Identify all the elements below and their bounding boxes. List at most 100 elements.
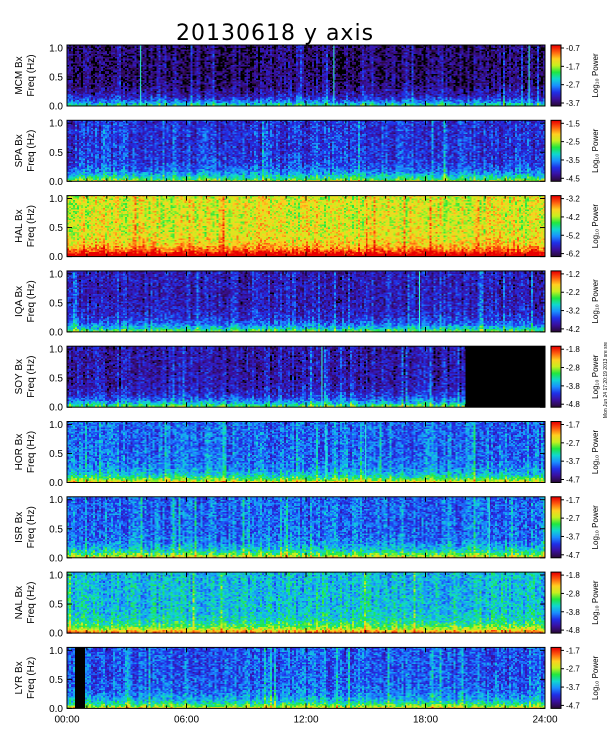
x-tick-label: 24:00: [532, 714, 557, 725]
spectrogram-panel: 0.0 0.5 1.0 LYR Bx Freq (Hz) -1.7 -2.7 -3.7 -4.7…: [14, 646, 600, 715]
colorbar-tick-label: -3.7: [566, 683, 580, 692]
colorbar-tick-label: -1.2: [566, 270, 580, 279]
colorbar-tick-label: -4.7: [566, 476, 580, 485]
spectrogram-image: [67, 270, 545, 332]
y-tick-label: 0.5: [49, 223, 63, 234]
colorbar-tick-label: -1.7: [566, 496, 580, 505]
y-tick-label: 0.5: [49, 449, 63, 460]
x-tick-label: 12:00: [293, 714, 318, 725]
y-axis-label: Freq (Hz): [26, 506, 37, 548]
spectrogram-panel: 0.0 0.5 1.0 MCM Bx Freq (Hz) -0.7 -1.7 -2.7 -3.7…: [14, 43, 600, 112]
station-label: ISR Bx: [14, 512, 25, 543]
spectrogram-panel: 0.0 0.5 1.0 IQA Bx Freq (Hz) -1.2 -2.2 -3.2 -4.2…: [14, 269, 600, 338]
spectrogram-image: [67, 496, 545, 558]
colorbar-tick-label: -1.8: [566, 571, 580, 580]
colorbar: [551, 270, 561, 332]
colorbar-tick-label: -5.2: [566, 231, 580, 240]
x-tick-label: 18:00: [413, 714, 438, 725]
spectrogram-image: [67, 346, 545, 408]
spectrogram-image: [67, 120, 545, 182]
station-label: IQA Bx: [14, 286, 25, 317]
y-tick-label: 0.0: [49, 252, 63, 263]
y-tick-label: 0.5: [49, 675, 63, 686]
colorbar-tick-label: -3.5: [566, 156, 580, 165]
y-tick-label: 0.0: [49, 704, 63, 715]
y-tick-label: 0.0: [49, 629, 63, 640]
y-axis-label: Freq (Hz): [26, 431, 37, 473]
colorbar-tick-label: -1.7: [566, 421, 580, 430]
colorbar-tick-label: -3.7: [566, 532, 580, 541]
colorbar-tick-label: -3.2: [566, 195, 580, 204]
colorbar-label: Log₁₀ Power: [591, 655, 600, 700]
colorbar-tick-label: -3.7: [566, 457, 580, 466]
y-axis-label: Freq (Hz): [26, 54, 37, 96]
colorbar: [551, 195, 561, 257]
y-tick-label: 0.0: [49, 327, 63, 338]
x-tick-label: 06:00: [174, 714, 199, 725]
y-tick-label: 0.5: [49, 148, 63, 159]
spectrogram-image: [67, 572, 545, 634]
colorbar-tick-label: -0.7: [566, 44, 580, 53]
colorbar-label: Log₁₀ Power: [591, 279, 600, 324]
colorbar-frame: [550, 496, 562, 559]
colorbar-tick-label: -2.8: [566, 364, 580, 373]
y-tick-label: 0.0: [49, 553, 63, 564]
colorbar-label: Log₁₀ Power: [591, 430, 600, 475]
spectrogram-panel: 0.0 0.5 1.0 HOR Bx Freq (Hz) -1.7 -2.7 -3.7 -4.7…: [14, 420, 600, 489]
colorbar-frame: [550, 119, 562, 182]
y-tick-label: 0.0: [49, 478, 63, 489]
y-tick-label: 1.0: [49, 646, 63, 657]
y-tick-label: 0.0: [49, 102, 63, 113]
y-tick-label: 1.0: [49, 420, 63, 431]
colorbar-tick-label: -1.8: [566, 345, 580, 354]
y-tick-label: 0.5: [49, 524, 63, 535]
colorbar-label: Log₁₀ Power: [591, 128, 600, 173]
spectrogram-panel: 0.0 0.5 1.0 NAL Bx Freq (Hz) -1.8 -2.8 -3.8 -4.8…: [14, 571, 600, 640]
colorbar: [551, 45, 561, 106]
y-tick-label: 0.5: [49, 600, 63, 611]
colorbar-tick-label: -1.5: [566, 119, 580, 128]
y-tick-label: 1.0: [49, 119, 63, 130]
colorbar-tick-label: -2.8: [566, 589, 580, 598]
station-label: NAL Bx: [14, 586, 25, 620]
colorbar: [551, 421, 561, 483]
spectrogram-panel: 0.0 0.5 1.0 HAL Bx Freq (Hz) -3.2 -4.2 -5.2 -6.2…: [14, 194, 600, 263]
chart-title: 20130618 y axis: [176, 21, 374, 46]
spectrogram-image: [67, 421, 545, 483]
y-tick-label: 0.0: [49, 403, 63, 414]
colorbar-tick-label: -3.2: [566, 307, 580, 316]
colorbar: [551, 647, 561, 709]
y-axis-label: Freq (Hz): [26, 130, 37, 172]
colorbar-tick-label: -4.2: [566, 213, 580, 222]
colorbar-tick-label: -1.7: [566, 646, 580, 655]
colorbar: [551, 572, 561, 634]
colorbar-frame: [550, 421, 562, 483]
colorbar-frame: [550, 270, 562, 333]
y-axis-label: Freq (Hz): [26, 581, 37, 623]
y-axis-label: Freq (Hz): [26, 205, 37, 247]
colorbar-tick-label: -2.7: [566, 81, 580, 90]
colorbar-tick-label: -4.5: [566, 174, 580, 183]
colorbar: [551, 120, 561, 182]
colorbar-tick-label: -4.7: [566, 551, 580, 560]
colorbar-label: Log₁₀ Power: [591, 53, 600, 98]
station-label: LYR Bx: [14, 661, 25, 694]
colorbar-tick-label: -2.7: [566, 665, 580, 674]
spectrogram-image: [67, 647, 545, 709]
station-label: SOY Bx: [14, 359, 25, 394]
colorbar-tick-label: -4.7: [566, 701, 580, 710]
colorbar-label: Log₁₀ Power: [591, 354, 600, 399]
colorbar-label: Log₁₀ Power: [591, 204, 600, 249]
y-tick-label: 1.0: [49, 495, 63, 506]
y-axis-label: Freq (Hz): [26, 356, 37, 398]
y-axis-label: Freq (Hz): [26, 657, 37, 699]
colorbar-frame: [550, 646, 562, 709]
x-tick-label: 00:00: [54, 714, 79, 725]
spectrogram-image: [67, 45, 545, 106]
station-label: SPA Bx: [14, 134, 25, 167]
spectrogram-panel: 0.0 0.5 1.0 SOY Bx Freq (Hz) -1.8 -2.8 -3.8 -4.8…: [14, 345, 600, 414]
side-note: Mon Jun 24 17:20:19 2013 sre sre: [603, 342, 609, 418]
y-tick-label: 1.0: [49, 571, 63, 582]
